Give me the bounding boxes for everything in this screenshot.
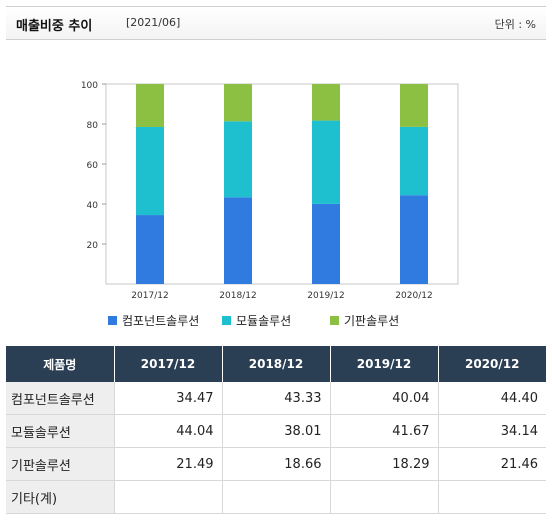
table-row: 기타(계) <box>6 480 546 514</box>
bar-segment <box>312 120 340 204</box>
table-cell: 44.40 <box>438 382 546 415</box>
legend-label: 모듈솔루션 <box>236 314 291 328</box>
row-label: 기타(계) <box>6 480 115 514</box>
x-tick-label: 2020/12 <box>395 291 432 301</box>
bar-segment <box>400 195 428 284</box>
x-tick-label: 2019/12 <box>307 291 344 301</box>
table-header-row: 제품명 2017/12 2018/12 2019/12 2020/12 <box>6 346 546 382</box>
column-header: 2017/12 <box>114 346 223 382</box>
bar-segment <box>136 126 164 216</box>
column-header: 2020/12 <box>438 346 546 382</box>
table-cell: 44.04 <box>114 414 223 448</box>
table-row: 기판솔루션 21.49 18.66 18.29 21.46 <box>6 447 546 481</box>
legend-swatch <box>222 316 231 325</box>
table-cell <box>114 480 223 514</box>
table-row: 컴포넌트솔루션 34.47 43.33 40.04 44.40 <box>6 382 546 415</box>
y-tick-label: 80 <box>87 121 99 131</box>
table-cell: 38.01 <box>222 414 331 448</box>
table-cell: 41.67 <box>330 414 439 448</box>
table-cell: 21.49 <box>114 447 223 481</box>
table-cell <box>222 480 331 514</box>
y-tick-label: 20 <box>87 241 99 251</box>
bar-segment <box>224 121 252 198</box>
column-header: 2018/12 <box>222 346 331 382</box>
table-cell: 43.33 <box>222 382 331 415</box>
bar-segment <box>312 203 340 284</box>
stacked-bar-chart: 20 40 60 80 100 2017/12 2018/12 2019/12 2020/12 컴… <box>81 81 459 328</box>
table-cell <box>438 480 546 514</box>
bar-segment <box>136 215 164 284</box>
x-tick-label: 2018/12 <box>219 291 256 301</box>
legend-swatch <box>330 316 339 325</box>
table-cell: 40.04 <box>330 382 439 415</box>
row-label: 컴포넌트솔루션 <box>6 382 115 415</box>
table-cell <box>330 480 439 514</box>
legend-label: 기판솔루션 <box>344 314 399 328</box>
table-cell: 21.46 <box>438 447 546 481</box>
unit-label: 단위 : % <box>494 18 536 31</box>
legend-label: 컴포넌트솔루션 <box>122 314 199 328</box>
x-tick-label: 2017/12 <box>131 291 168 301</box>
y-tick-label: 40 <box>87 201 99 211</box>
table-cell: 18.29 <box>330 447 439 481</box>
y-tick-label: 100 <box>81 81 98 91</box>
chart-date: [2021/06] <box>126 16 181 29</box>
chart-title: 매출비중 추이 <box>16 19 93 34</box>
row-label: 기판솔루션 <box>6 447 115 481</box>
bar-segment <box>224 84 252 122</box>
data-table: 제품명 2017/12 2018/12 2019/12 2020/12 컴포넌트… <box>6 346 546 514</box>
bar-segment <box>400 126 428 196</box>
row-label: 모듈솔루션 <box>6 414 115 448</box>
y-tick-label: 60 <box>87 161 99 171</box>
bar-segment <box>136 84 164 127</box>
column-header: 2019/12 <box>330 346 439 382</box>
product-name-header: 제품명 <box>6 346 115 382</box>
bar-segment <box>400 84 428 127</box>
bar-segment <box>224 197 252 284</box>
bar-segment <box>312 84 340 121</box>
table-cell: 34.47 <box>114 382 223 415</box>
plot-area <box>105 83 459 285</box>
table-row: 모듈솔루션 44.04 38.01 41.67 34.14 <box>6 414 546 448</box>
chart-header: 매출비중 추이 [2021/06] 단위 : % <box>6 6 546 40</box>
table-cell: 34.14 <box>438 414 546 448</box>
legend-swatch <box>108 316 117 325</box>
table-cell: 18.66 <box>222 447 331 481</box>
